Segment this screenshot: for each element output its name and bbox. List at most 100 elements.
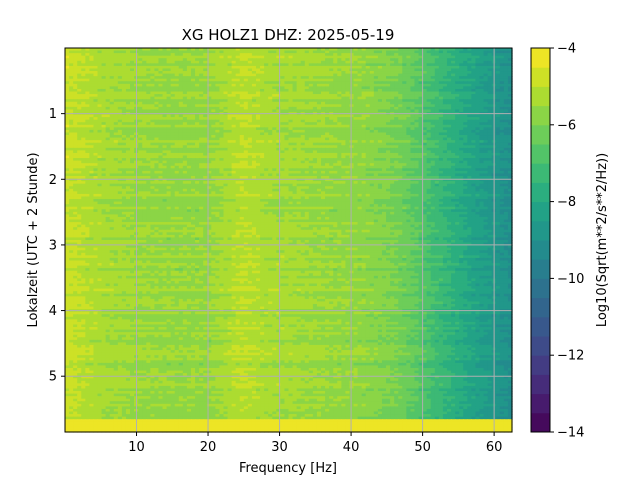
heatmap-cell <box>316 129 322 134</box>
heatmap-cell <box>426 73 432 77</box>
heatmap-cell <box>426 132 432 136</box>
heatmap-cell <box>316 142 322 146</box>
heatmap-cell <box>361 140 367 144</box>
heatmap-cell <box>357 71 363 75</box>
heatmap-cell <box>284 152 290 157</box>
heatmap-cell <box>365 104 371 108</box>
heatmap-cell <box>459 48 464 52</box>
heatmap-cell <box>329 71 334 75</box>
heatmap-cell <box>418 96 424 100</box>
heatmap-cell <box>292 94 298 98</box>
heatmap-cell <box>390 86 395 90</box>
heatmap-cell <box>300 150 306 154</box>
heatmap-cell <box>93 60 99 64</box>
heatmap-cell <box>227 140 233 144</box>
heatmap-cell <box>272 160 277 164</box>
heatmap-cell <box>170 114 176 118</box>
heatmap-cell <box>65 94 70 98</box>
heatmap-cell <box>260 147 265 151</box>
heatmap-cell <box>89 117 95 121</box>
heatmap-cell <box>373 117 379 121</box>
heatmap-cell <box>272 127 277 131</box>
heatmap-cell <box>182 117 188 121</box>
heatmap-cell <box>312 155 318 159</box>
heatmap-cell <box>434 91 440 95</box>
heatmap-cell <box>325 58 330 62</box>
heatmap-cell <box>381 73 387 77</box>
heatmap-cell <box>463 71 468 75</box>
heatmap-cell <box>235 132 241 136</box>
heatmap-cell <box>361 142 367 146</box>
heatmap-cell <box>251 76 257 80</box>
heatmap-cell <box>154 96 160 100</box>
heatmap-cell <box>239 150 245 154</box>
heatmap-cell <box>467 83 472 87</box>
heatmap-cell <box>406 55 412 59</box>
heatmap-cell <box>406 71 412 75</box>
heatmap-cell <box>195 114 200 118</box>
heatmap-cell <box>296 145 302 149</box>
heatmap-cell <box>142 158 147 162</box>
heatmap-cell <box>146 150 151 154</box>
heatmap-cell <box>373 152 379 157</box>
heatmap-cell <box>97 88 103 93</box>
heatmap-cell <box>316 158 322 162</box>
heatmap-cell <box>199 114 204 118</box>
heatmap-cell <box>174 137 180 141</box>
heatmap-cell <box>130 152 135 157</box>
heatmap-cell <box>451 86 456 90</box>
heatmap-cell <box>231 99 237 103</box>
heatmap-cell <box>402 140 407 144</box>
heatmap-cell <box>97 65 103 70</box>
heatmap-cell <box>235 106 241 111</box>
heatmap-cell <box>503 101 509 105</box>
heatmap-cell <box>369 53 375 57</box>
heatmap-cell <box>373 145 379 149</box>
heatmap-cell <box>308 68 314 72</box>
heatmap-cell <box>77 137 82 141</box>
heatmap-cell <box>292 127 298 131</box>
heatmap-cell <box>430 140 436 144</box>
heatmap-cell <box>499 63 505 67</box>
heatmap-cell <box>430 60 436 64</box>
heatmap-cell <box>203 71 208 75</box>
heatmap-cell <box>223 135 229 139</box>
heatmap-cell <box>130 155 135 159</box>
heatmap-cell <box>296 122 302 126</box>
heatmap-cell <box>463 122 468 126</box>
heatmap-cell <box>357 129 363 134</box>
heatmap-cell <box>499 137 505 141</box>
heatmap-cell <box>438 53 444 57</box>
heatmap-cell <box>463 101 468 105</box>
heatmap-cell <box>337 152 342 157</box>
heatmap-cell <box>130 142 135 146</box>
heatmap-cell <box>186 63 192 67</box>
heatmap-cell <box>300 104 306 108</box>
heatmap-cell <box>186 94 192 98</box>
heatmap-cell <box>292 147 298 151</box>
heatmap-cell <box>113 71 119 75</box>
heatmap-cell <box>414 60 420 64</box>
heatmap-cell <box>349 53 355 57</box>
heatmap-cell <box>361 88 367 93</box>
heatmap-cell <box>117 122 123 126</box>
heatmap-cell <box>97 94 103 98</box>
heatmap-cell <box>73 94 78 98</box>
heatmap-cell <box>333 71 338 75</box>
heatmap-cell <box>455 86 460 90</box>
heatmap-cell <box>73 140 78 144</box>
heatmap-cell <box>211 106 216 111</box>
heatmap-cell <box>154 114 160 118</box>
heatmap-cell <box>182 68 188 72</box>
heatmap-cell <box>154 73 160 77</box>
heatmap-cell <box>304 114 310 118</box>
heatmap-cell <box>89 86 95 90</box>
heatmap-cell <box>109 96 115 100</box>
heatmap-cell <box>312 137 318 141</box>
heatmap-cell <box>243 96 249 100</box>
heatmap-cell <box>406 150 412 154</box>
heatmap-cell <box>117 101 123 105</box>
heatmap-cell <box>231 65 237 70</box>
heatmap-cell <box>446 94 452 98</box>
heatmap-cell <box>182 147 188 151</box>
